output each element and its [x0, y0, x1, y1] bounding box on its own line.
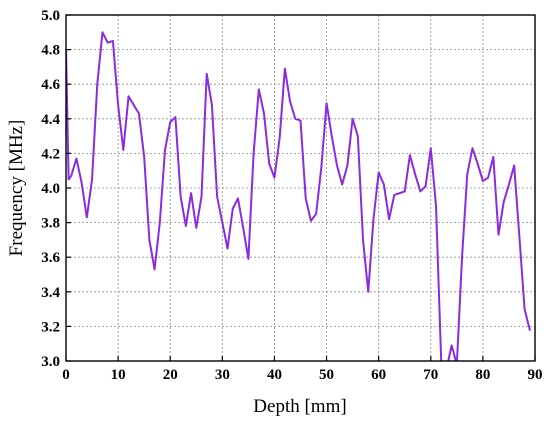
x-tick-label: 90 [528, 367, 543, 383]
series-line [66, 31, 531, 361]
series-layer [66, 31, 531, 361]
y-axis-title: Frequency [MHz] [6, 120, 27, 257]
x-axis-title: Depth [mm] [253, 396, 346, 417]
x-tick-label: 30 [215, 367, 230, 383]
x-tick-label: 60 [371, 367, 386, 383]
y-tick-label: 4.4 [41, 112, 60, 128]
plot-frame [65, 14, 536, 362]
x-tick-label: 10 [111, 367, 126, 383]
y-tick-label: 3.8 [41, 216, 60, 232]
y-tick-label: 4.2 [41, 146, 60, 162]
y-tick-label: 5.0 [41, 8, 60, 24]
y-tick-label: 3.6 [41, 250, 60, 266]
x-tick-label: 40 [267, 367, 282, 383]
axis-ticks [65, 14, 536, 362]
grid-lines [66, 15, 535, 361]
x-tick-label: 70 [423, 367, 438, 383]
x-tick-label: 0 [62, 367, 70, 383]
x-tick-labels: 0 10 20 30 40 50 60 70 80 90 [62, 367, 542, 383]
x-tick-label: 50 [319, 367, 334, 383]
y-tick-label: 3.0 [41, 354, 60, 370]
y-tick-label: 4.8 [41, 43, 60, 59]
x-tick-label: 20 [163, 367, 178, 383]
y-tick-label: 4.0 [41, 181, 60, 197]
y-tick-labels: 3.0 3.2 3.4 3.6 3.8 4.0 4.2 4.4 4.6 4.8 5.0 [41, 8, 60, 370]
x-tick-label: 80 [475, 367, 490, 383]
y-tick-label: 3.2 [41, 319, 60, 335]
y-tick-label: 4.6 [41, 77, 60, 93]
y-tick-label: 3.4 [41, 285, 60, 301]
